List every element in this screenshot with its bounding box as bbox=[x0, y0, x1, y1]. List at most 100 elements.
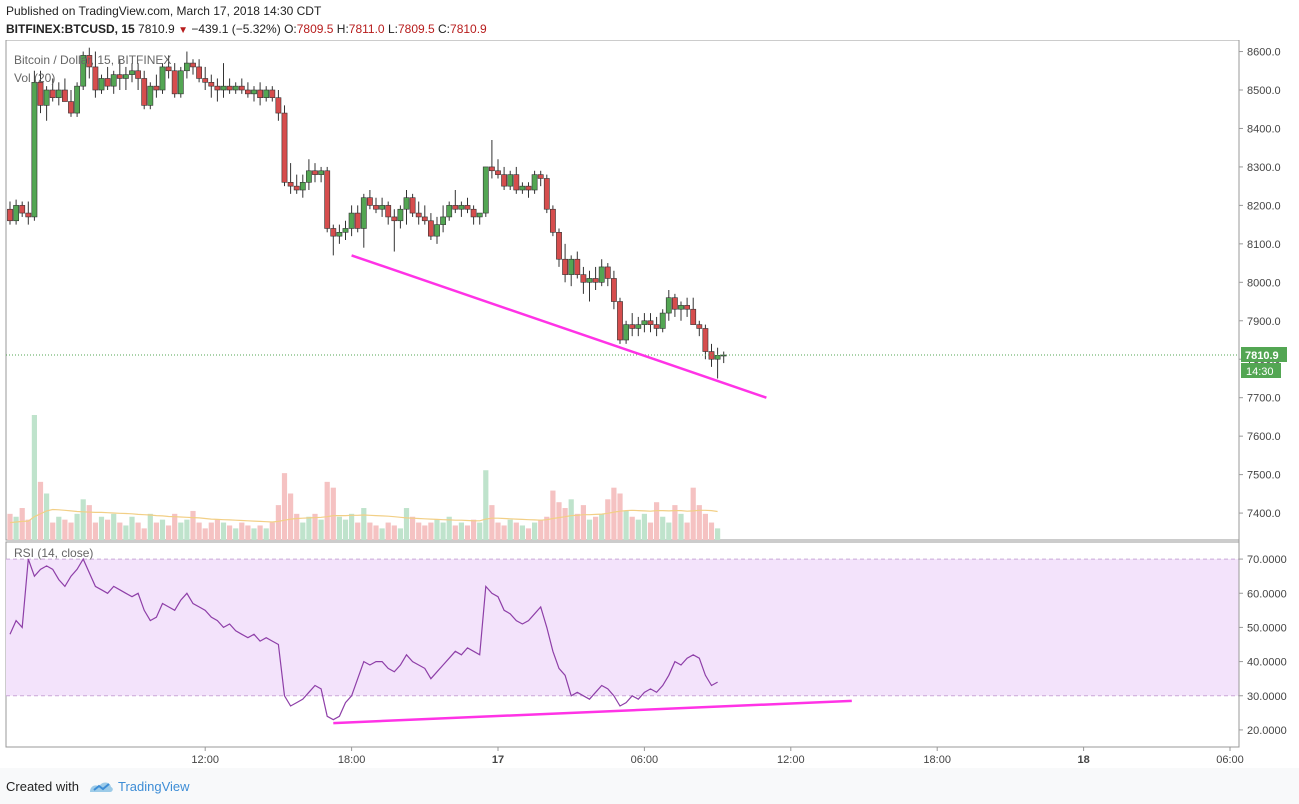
candle-body bbox=[525, 185, 532, 191]
candle bbox=[385, 201, 392, 225]
candle bbox=[245, 82, 251, 98]
candle bbox=[623, 320, 629, 344]
candle-body bbox=[263, 89, 270, 98]
close-value: 7810.9 bbox=[450, 22, 487, 36]
candle-body bbox=[586, 278, 593, 283]
volume-bar bbox=[599, 513, 605, 540]
candle-body bbox=[427, 220, 434, 237]
volume-bar bbox=[580, 505, 586, 540]
volume-bar bbox=[696, 505, 702, 540]
candle bbox=[531, 170, 538, 194]
candle-body bbox=[574, 258, 581, 275]
volume-bar bbox=[678, 513, 684, 540]
candle bbox=[501, 166, 507, 190]
volume-bar bbox=[227, 525, 233, 540]
price-tick-label: 7900.0 bbox=[1247, 316, 1281, 328]
volume-bar bbox=[471, 519, 477, 540]
candle-body bbox=[171, 70, 178, 95]
candle-body bbox=[507, 174, 514, 187]
volume-bar bbox=[98, 516, 105, 540]
volume-bar bbox=[483, 470, 489, 540]
volume-bar bbox=[220, 522, 227, 540]
candle bbox=[104, 66, 111, 90]
volume-bar bbox=[86, 505, 92, 540]
candle bbox=[610, 270, 617, 310]
volume-bar bbox=[263, 528, 269, 540]
candle-body bbox=[147, 85, 154, 106]
candle-body bbox=[141, 78, 148, 106]
volume-bar bbox=[513, 522, 519, 540]
candle-body bbox=[98, 78, 105, 91]
candle bbox=[379, 197, 385, 217]
volume-ma-line bbox=[9, 508, 718, 524]
candle bbox=[214, 78, 221, 102]
candle bbox=[263, 86, 270, 102]
candle bbox=[391, 209, 398, 252]
candle-body bbox=[537, 174, 544, 179]
candle bbox=[696, 320, 703, 337]
footer: Created with TradingView bbox=[0, 768, 1299, 804]
volume-bar bbox=[544, 516, 550, 540]
candle-body bbox=[531, 174, 538, 191]
candle-body bbox=[470, 208, 477, 218]
candle bbox=[702, 324, 709, 360]
candle-body bbox=[68, 101, 74, 114]
candle-body bbox=[598, 266, 605, 283]
candle bbox=[55, 82, 62, 106]
volume-bar bbox=[111, 513, 117, 540]
volume-bar bbox=[147, 513, 153, 540]
volume-bar bbox=[623, 510, 629, 540]
volume-bar bbox=[684, 522, 690, 540]
candle-body bbox=[592, 278, 599, 283]
candle-body bbox=[190, 62, 196, 68]
candle-body bbox=[226, 85, 233, 91]
volume-bar bbox=[495, 522, 501, 540]
candle-body bbox=[580, 274, 587, 283]
volume-bar bbox=[13, 516, 19, 540]
candle-body bbox=[104, 78, 111, 87]
candle bbox=[116, 59, 123, 90]
candle-body bbox=[214, 85, 221, 91]
volume-bar bbox=[92, 522, 98, 540]
candle bbox=[574, 251, 581, 279]
candle bbox=[135, 63, 141, 90]
volume-bar bbox=[568, 499, 574, 540]
candle-body bbox=[385, 205, 392, 218]
candle-body bbox=[37, 82, 44, 106]
candle-body bbox=[19, 205, 26, 214]
candle bbox=[159, 63, 166, 94]
candle-body bbox=[312, 170, 318, 175]
open-value: 7809.5 bbox=[296, 22, 334, 36]
price-tick-label: 7700.0 bbox=[1247, 393, 1281, 405]
volume-bar bbox=[355, 522, 361, 540]
candle-body bbox=[153, 85, 160, 91]
volume-bar bbox=[288, 493, 294, 540]
candle-body bbox=[324, 170, 331, 229]
last-price-tag bbox=[1241, 347, 1287, 362]
candle-body bbox=[610, 278, 617, 302]
price-tick-label: 7500.0 bbox=[1247, 470, 1281, 482]
candle bbox=[37, 70, 44, 114]
chart-canvas[interactable]: 7400.07500.07600.07700.07800.07900.08000… bbox=[0, 40, 1299, 768]
candle bbox=[342, 220, 349, 240]
candle bbox=[238, 78, 245, 94]
candle-body bbox=[659, 312, 666, 329]
chart-area[interactable]: 7400.07500.07600.07700.07800.07900.08000… bbox=[0, 40, 1299, 768]
volume-bar bbox=[74, 513, 80, 540]
candle bbox=[525, 182, 532, 198]
candle-body bbox=[305, 170, 312, 183]
volume-label: Vol (20) bbox=[14, 71, 55, 85]
volume-bar bbox=[452, 525, 458, 540]
candle bbox=[604, 263, 611, 287]
candle bbox=[171, 63, 178, 98]
volume-bar bbox=[245, 525, 251, 540]
candle bbox=[312, 163, 318, 183]
volume-bar bbox=[361, 508, 367, 540]
candle-body bbox=[641, 320, 648, 325]
price-tick-label: 8300.0 bbox=[1247, 162, 1281, 174]
price-tick-label: 8200.0 bbox=[1247, 200, 1281, 212]
candle bbox=[641, 313, 648, 333]
candle-body bbox=[482, 166, 489, 214]
candle-body bbox=[476, 212, 483, 218]
tradingview-brand[interactable]: TradingView bbox=[118, 779, 190, 794]
